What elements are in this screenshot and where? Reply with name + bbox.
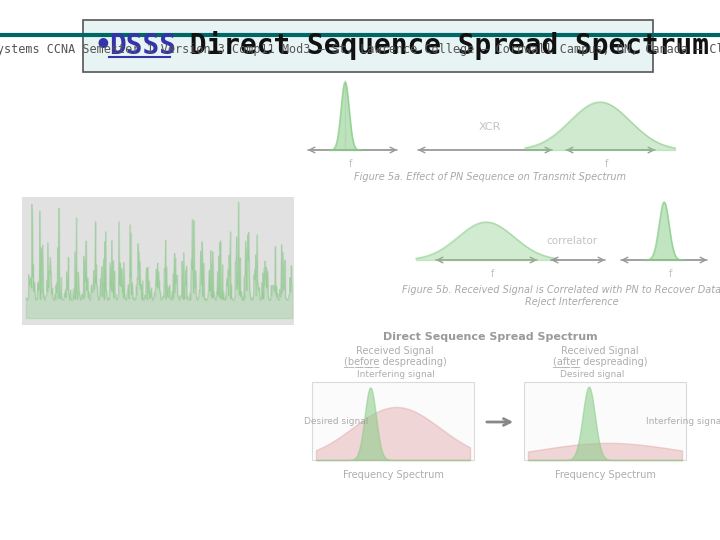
Text: Desired signal: Desired signal (560, 370, 624, 379)
Text: DSSS: DSSS (109, 32, 176, 60)
Text: Interfering signal: Interfering signal (646, 416, 720, 426)
Bar (524, 382, 686, 460)
Bar (83, 20, 653, 72)
Text: Oct-03 ©Cisco Systems CCNA Semester 1 Version 3 Comp11 Mod3 – St. Lawrence Colle: Oct-03 ©Cisco Systems CCNA Semester 1 Ve… (0, 43, 720, 56)
Text: Received Signal: Received Signal (561, 346, 639, 356)
Text: f: f (669, 269, 672, 279)
Text: Interfering signal: Interfering signal (357, 370, 435, 379)
Text: Received Signal: Received Signal (356, 346, 434, 356)
Text: Figure 5b. Received Signal is Correlated with PN to Recover Data and
Reject Inte: Figure 5b. Received Signal is Correlated… (402, 285, 720, 307)
Text: f: f (491, 269, 495, 279)
Text: Direct Sequence Spread Spectrum: Direct Sequence Spread Spectrum (383, 332, 598, 342)
Text: Desired signal: Desired signal (305, 416, 369, 426)
Bar (22, 197, 294, 325)
Text: XCR: XCR (479, 122, 501, 132)
Text: (̲b̲e̲f̲o̲r̲e̲ despreading): (̲b̲e̲f̲o̲r̲e̲ despreading) (343, 356, 446, 367)
Bar (312, 382, 474, 460)
Text: correlator: correlator (546, 236, 598, 246)
Text: (̲a̲f̲t̲e̲r̲ despreading): (̲a̲f̲t̲e̲r̲ despreading) (553, 356, 647, 367)
Text: f: f (349, 159, 352, 169)
Text: f: f (605, 159, 608, 169)
Text: Figure 5a. Effect of PN Sequence on Transmit Spectrum: Figure 5a. Effect of PN Sequence on Tran… (354, 172, 626, 182)
Text: •: • (95, 32, 112, 60)
Text: Direct Sequence Spread Spectrum: Direct Sequence Spread Spectrum (173, 31, 709, 60)
Text: Frequency Spectrum: Frequency Spectrum (343, 470, 444, 480)
Text: Frequency Spectrum: Frequency Spectrum (554, 470, 655, 480)
